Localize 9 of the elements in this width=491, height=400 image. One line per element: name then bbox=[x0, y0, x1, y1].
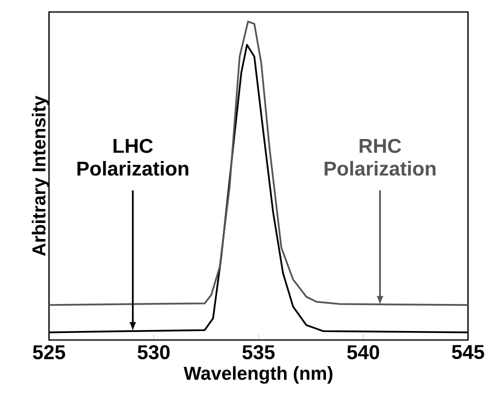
x-tick-label: 545 bbox=[452, 345, 484, 360]
annotation: LHC Polarization bbox=[77, 138, 188, 176]
x-tick-label: 530 bbox=[138, 345, 170, 360]
x-axis-title: Wavelength (nm) bbox=[184, 366, 332, 384]
annotation: RHC Polarization bbox=[324, 138, 436, 176]
x-tick-label: 535 bbox=[242, 345, 275, 360]
x-tick-label: 540 bbox=[347, 345, 380, 360]
x-tick-label: 525 bbox=[32, 345, 66, 360]
y-axis-title: Arbitrary Intensity bbox=[32, 96, 50, 256]
